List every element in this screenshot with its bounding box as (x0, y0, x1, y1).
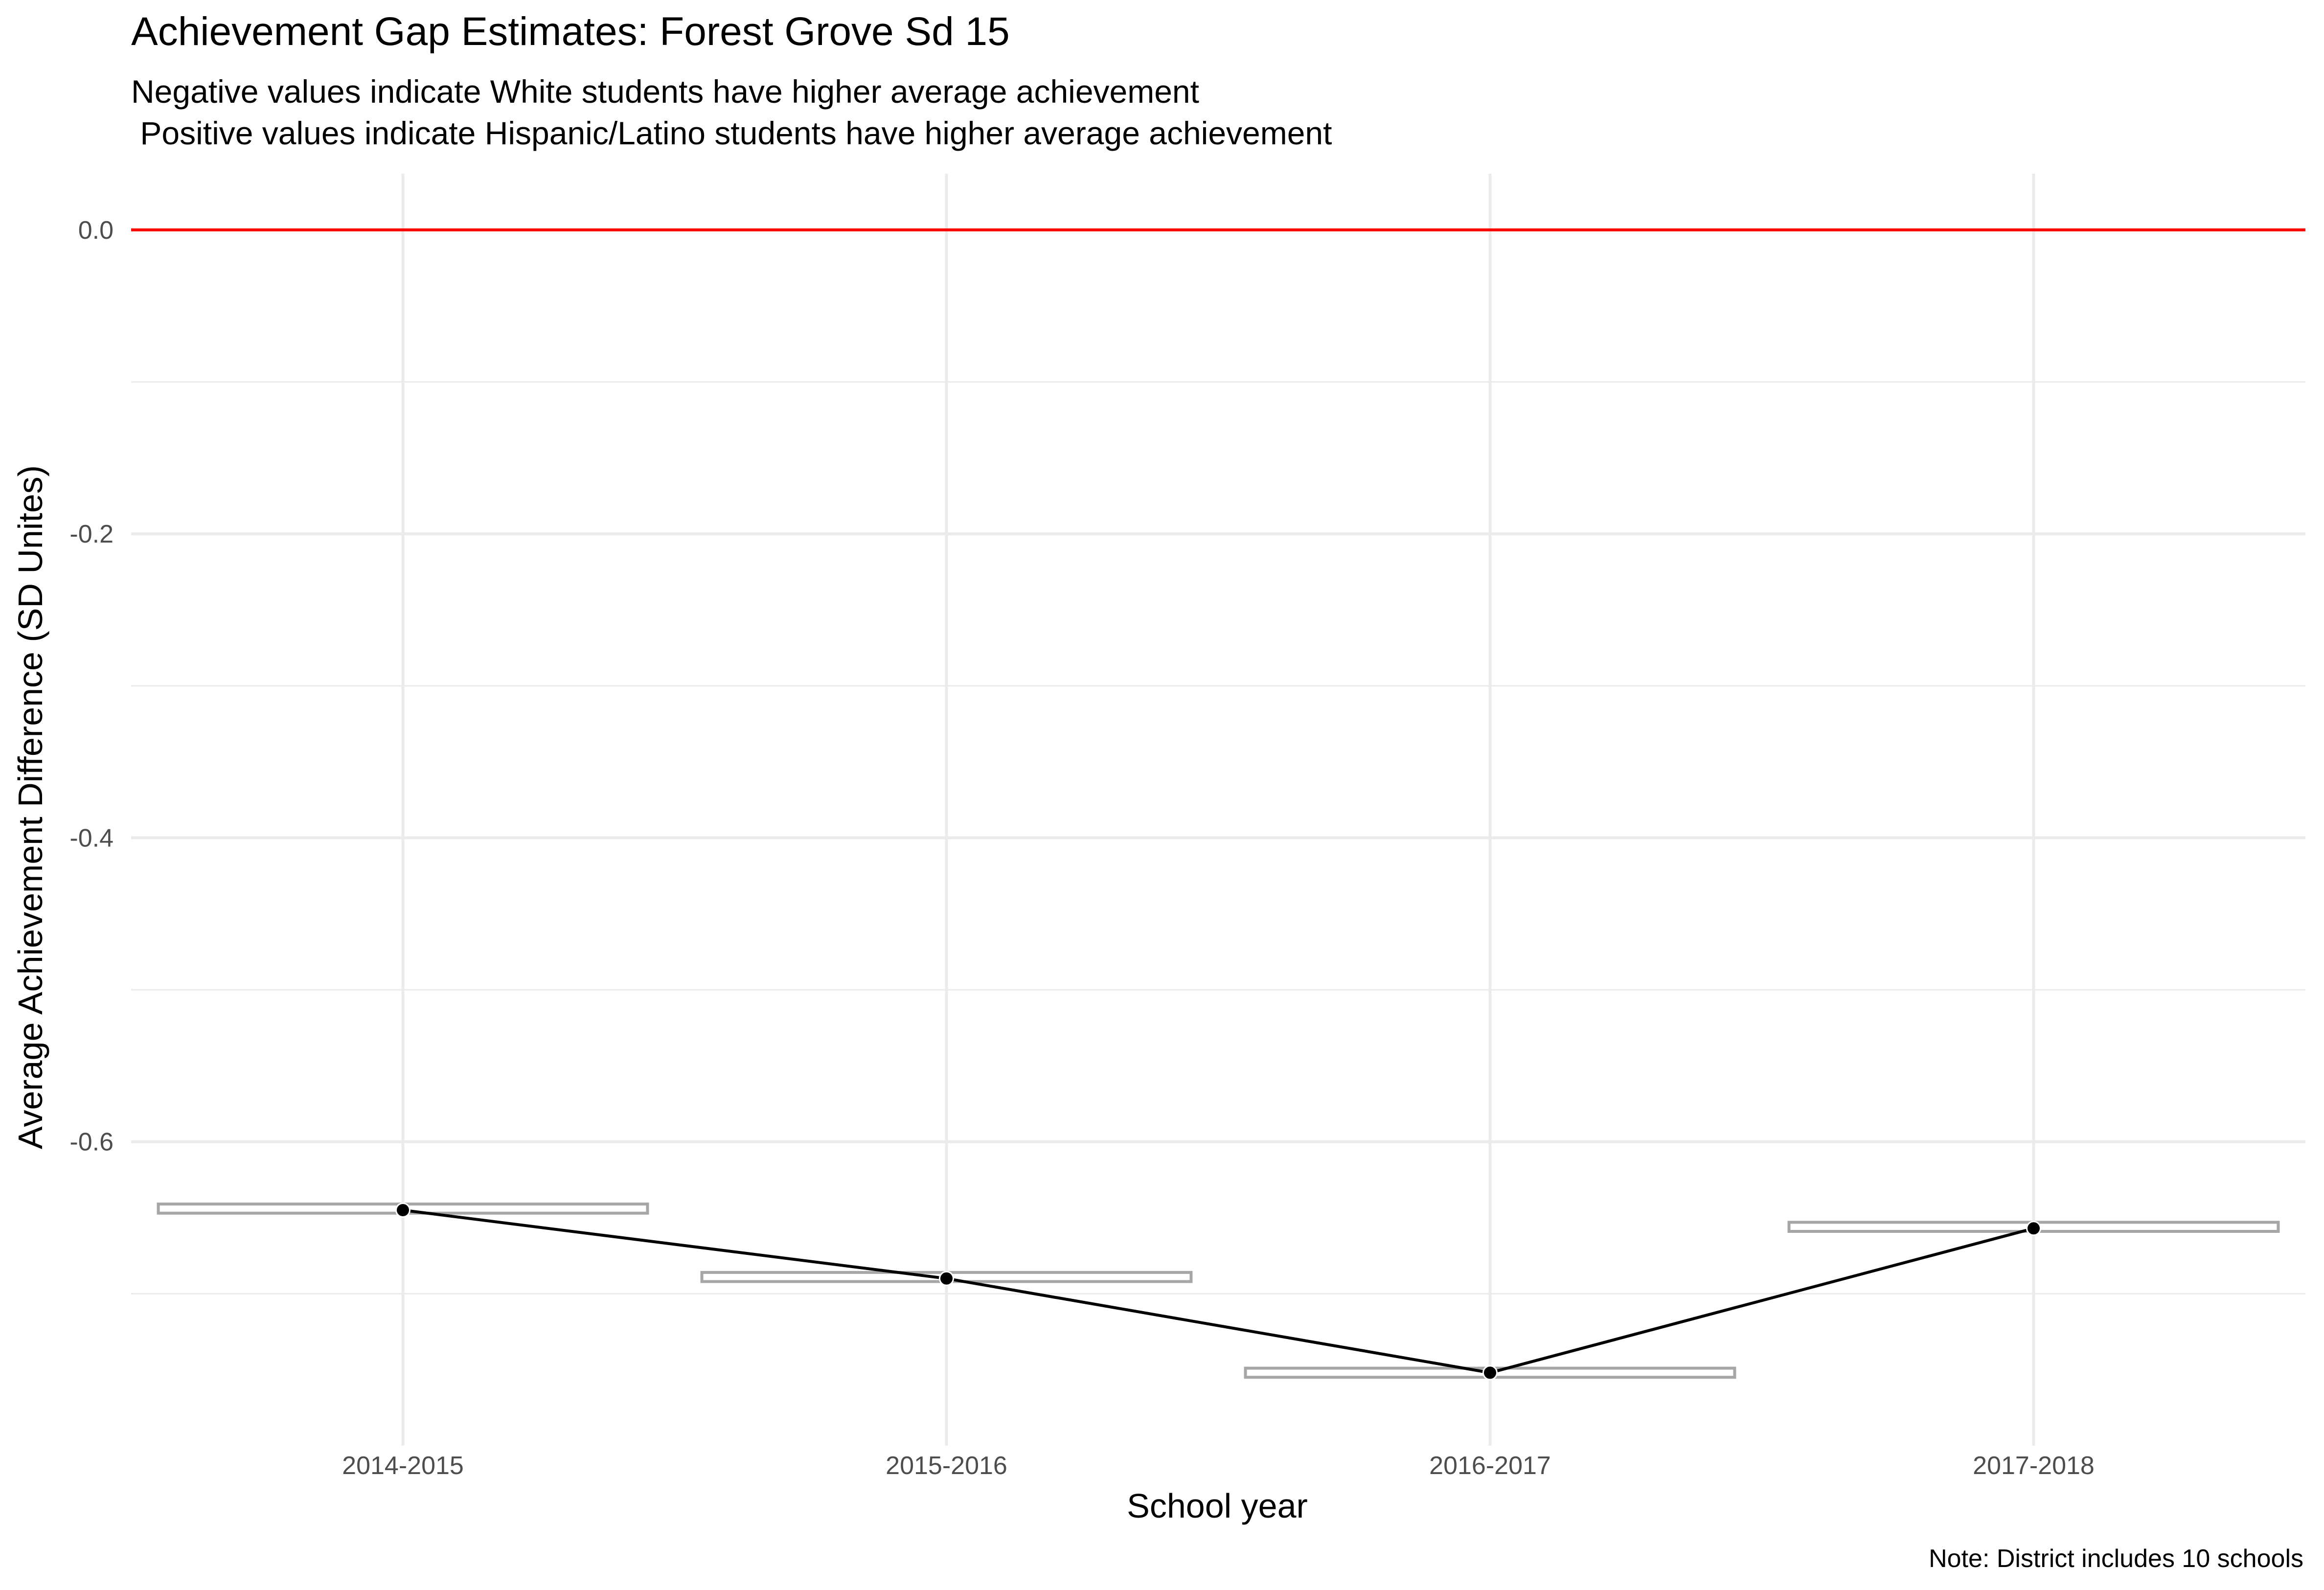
x-axis-ticks: 2014-2015 2015-2016 2016-2017 2017-2018 (342, 1452, 2095, 1480)
y-axis-title: Average Achievement Difference (SD Unite… (11, 465, 49, 1149)
series-layer (395, 1203, 2041, 1381)
x-axis-title: School year (1127, 1487, 1308, 1525)
data-point (939, 1271, 954, 1286)
x-tick-label: 2014-2015 (342, 1452, 464, 1480)
chart-subtitle-line-2: Positive values indicate Hispanic/Latino… (131, 115, 1332, 151)
y-tick-label: 0.0 (78, 216, 114, 245)
x-tick-label: 2016-2017 (1429, 1452, 1551, 1480)
data-point (395, 1203, 410, 1218)
y-tick-label: -0.2 (69, 520, 114, 548)
chart-caption: Note: District includes 10 schools (1929, 1545, 2303, 1573)
series-line (403, 1208, 2034, 1374)
data-point (2026, 1221, 2041, 1236)
y-axis-ticks: 0.0 -0.2 -0.4 -0.6 (69, 216, 114, 1157)
x-tick-label: 2017-2018 (1973, 1452, 2095, 1480)
y-tick-label: -0.6 (69, 1128, 114, 1157)
chart-subtitle-line-1: Negative values indicate White students … (131, 73, 1199, 110)
x-tick-label: 2015-2016 (886, 1452, 1007, 1480)
data-point (1482, 1365, 1498, 1381)
y-tick-label: -0.4 (69, 824, 114, 852)
chart-title: Achievement Gap Estimates: Forest Grove … (131, 9, 1010, 54)
